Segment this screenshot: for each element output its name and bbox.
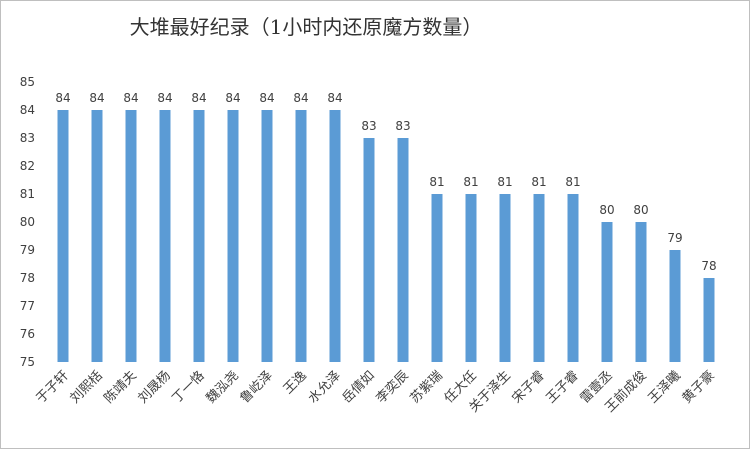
data-label: 84 (259, 91, 274, 105)
bar (91, 110, 103, 362)
data-label: 81 (463, 175, 478, 189)
x-category-label: 水允泽 (305, 368, 344, 407)
data-label: 81 (531, 175, 546, 189)
data-label: 84 (157, 91, 172, 105)
bar (261, 110, 273, 362)
data-label: 81 (565, 175, 580, 189)
bar (57, 110, 69, 362)
x-category-label: 丁一恪 (170, 368, 208, 406)
bar (363, 138, 375, 362)
data-label: 83 (361, 119, 376, 133)
data-label: 84 (191, 91, 206, 105)
chart-title: 大堆最好纪录（1小时内还原魔方数量） (130, 15, 483, 39)
data-label: 81 (429, 175, 444, 189)
data-label: 84 (123, 91, 138, 105)
y-tick-label: 82 (20, 159, 35, 173)
y-axis-ticks: 75 76 77 78 79 80 81 82 83 84 85 (20, 75, 35, 369)
x-category-label: 黄子豪 (679, 368, 718, 407)
data-label: 79 (667, 231, 682, 245)
bar (533, 194, 545, 362)
bar (567, 194, 579, 362)
x-category-label: 刘晟杨 (136, 368, 174, 406)
y-tick-label: 78 (20, 271, 35, 285)
x-category-label: 王泽曦 (645, 368, 684, 407)
data-label: 84 (225, 91, 240, 105)
x-category-label: 王逸 (281, 368, 310, 397)
bar (295, 110, 307, 362)
bar (125, 110, 137, 362)
data-label: 83 (395, 119, 410, 133)
bar (397, 138, 409, 362)
y-tick-label: 80 (20, 215, 35, 229)
bar (703, 278, 715, 362)
data-label: 78 (701, 259, 716, 273)
y-tick-label: 84 (20, 103, 35, 117)
bar (193, 110, 205, 362)
y-tick-label: 85 (20, 75, 35, 89)
data-labels: 84 84 84 84 84 84 84 84 84 83 83 81 81 81 81 81 80 80 79 78 (55, 91, 716, 273)
bars (57, 110, 715, 362)
data-label: 80 (599, 203, 614, 217)
x-category-label: 王子睿 (544, 368, 582, 406)
bar (329, 110, 341, 362)
y-tick-label: 76 (20, 327, 35, 341)
y-tick-label: 77 (20, 299, 35, 313)
bar (465, 194, 477, 362)
y-tick-label: 75 (20, 355, 35, 369)
x-category-label: 于子轩 (34, 368, 72, 406)
bar (601, 222, 613, 362)
x-category-label: 李奕辰 (373, 368, 412, 407)
bar (159, 110, 171, 362)
bar (227, 110, 239, 362)
x-category-label: 宋子睿 (510, 368, 548, 406)
data-label: 80 (633, 203, 648, 217)
y-tick-label: 81 (20, 187, 35, 201)
bar (669, 250, 681, 362)
data-label: 84 (293, 91, 308, 105)
x-category-label: 苏紫瑞 (407, 368, 446, 407)
x-category-label: 魏泓尧 (204, 368, 242, 406)
data-label: 84 (89, 91, 104, 105)
bar (635, 222, 647, 362)
y-tick-label: 79 (20, 243, 35, 257)
y-tick-label: 83 (20, 131, 35, 145)
x-category-label: 岳倩如 (339, 368, 378, 407)
bar (431, 194, 443, 362)
data-label: 84 (327, 91, 342, 105)
bar (499, 194, 511, 362)
x-category-label: 陈靖夫 (101, 368, 140, 407)
x-category-label: 鲁屹泽 (238, 368, 276, 406)
data-label: 84 (55, 91, 70, 105)
x-category-label: 刘熙栝 (68, 368, 106, 406)
data-label: 81 (497, 175, 512, 189)
